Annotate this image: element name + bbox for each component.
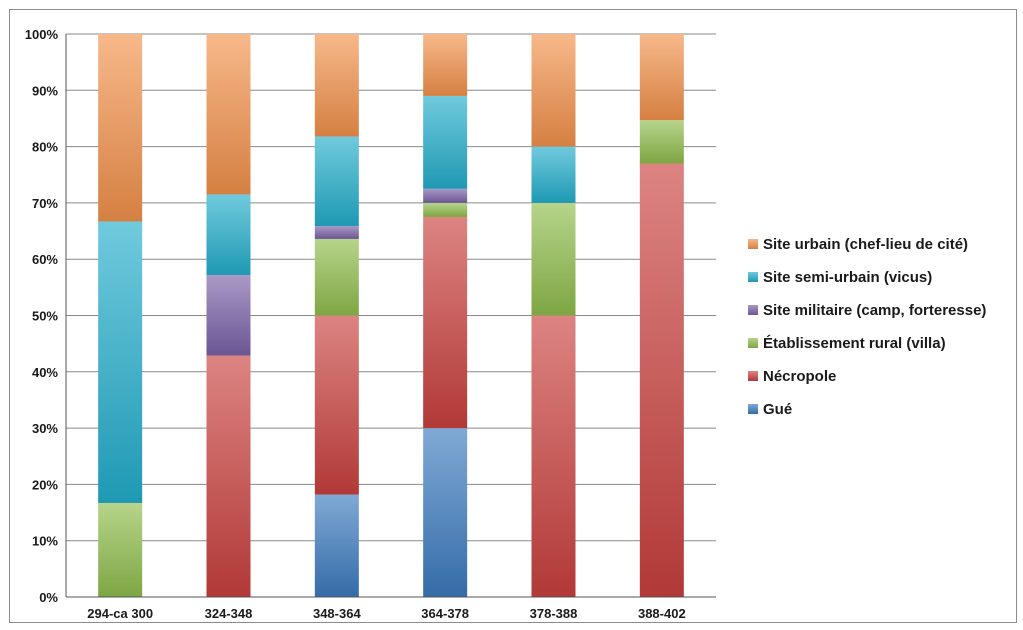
bar-segment-site-militaire-camp-forteresse-348-364 xyxy=(314,225,359,239)
bar-segment-etablissement-rural-villa-388-402 xyxy=(639,120,684,164)
axes xyxy=(65,34,716,598)
legend-swatch-gue xyxy=(748,404,758,414)
x-tick-label: 348-364 xyxy=(313,606,361,621)
bar-segment-etablissement-rural-villa-348-364 xyxy=(314,238,359,316)
y-tick-label: 0% xyxy=(39,590,58,605)
bar-segment-site-militaire-camp-forteresse-324-348 xyxy=(206,274,251,356)
y-tick-label: 80% xyxy=(32,140,58,155)
x-tick-label: 364-378 xyxy=(421,606,469,621)
bar-segment-site-semi-urbain-vicus-348-364 xyxy=(314,136,359,226)
bar-segment-etablissement-rural-villa-294-ca-300 xyxy=(98,502,143,597)
x-tick-label: 324-348 xyxy=(205,606,253,621)
y-tick-label: 30% xyxy=(32,421,58,436)
bar-segment-necropole-378-388 xyxy=(531,315,576,597)
legend-label-gue: Gué xyxy=(763,401,792,418)
legend: Site urbain (chef-lieu de cité) Site semi… xyxy=(748,236,986,418)
gridlines xyxy=(66,33,716,598)
y-tick-label: 100% xyxy=(25,27,59,42)
bar-segment-site-urbain-chef-lieu-de-cite-348-364 xyxy=(314,34,359,137)
legend-swatch-necropole xyxy=(748,371,758,381)
bar-segment-site-urbain-chef-lieu-de-cite-324-348 xyxy=(206,34,251,195)
legend-label-site-militaire-camp-forteresse: Site militaire (camp, forteresse) xyxy=(763,302,986,319)
x-tick-label: 388-402 xyxy=(638,606,686,621)
bar-segment-necropole-388-402 xyxy=(639,163,684,598)
bar-segment-site-semi-urbain-vicus-364-378 xyxy=(423,95,468,189)
bar-segment-gue-364-378 xyxy=(423,428,468,597)
bar-segment-site-semi-urbain-vicus-294-ca-300 xyxy=(98,221,143,503)
legend-label-etablissement-rural-villa: Établissement rural (villa) xyxy=(763,335,946,352)
bar-segment-site-semi-urbain-vicus-324-348 xyxy=(206,194,251,275)
y-tick-label: 50% xyxy=(32,309,58,324)
legend-label-necropole: Nécropole xyxy=(763,368,836,385)
bar-segment-site-urbain-chef-lieu-de-cite-378-388 xyxy=(531,34,576,147)
bar-segment-site-urbain-chef-lieu-de-cite-294-ca-300 xyxy=(98,34,143,222)
bar-segment-necropole-348-364 xyxy=(314,315,359,495)
y-tick-label: 60% xyxy=(32,252,58,267)
bar-segment-site-urbain-chef-lieu-de-cite-388-402 xyxy=(639,34,684,121)
y-tick-label: 40% xyxy=(32,365,58,380)
y-tick-label: 10% xyxy=(32,534,58,549)
y-axis-ticks: 0% 10% 20% 30% 40% 50% 60% 70% 80% 90% 100% xyxy=(25,27,59,605)
legend-swatch-site-urbain-chef-lieu-de-cite xyxy=(748,239,758,249)
bar-segment-gue-348-364 xyxy=(314,494,359,597)
legend-swatch-etablissement-rural-villa xyxy=(748,338,758,348)
legend-swatch-site-militaire-camp-forteresse xyxy=(748,305,758,315)
y-tick-label: 90% xyxy=(32,83,58,98)
bar-segment-site-semi-urbain-vicus-378-388 xyxy=(531,146,576,203)
bar-segment-site-urbain-chef-lieu-de-cite-364-378 xyxy=(423,34,468,96)
x-axis-ticks: 294-ca 300 324-348 348-364 364-378 378-388 38… xyxy=(87,606,685,621)
bar-segment-necropole-324-348 xyxy=(206,355,251,597)
bar-segment-necropole-364-378 xyxy=(423,216,468,429)
bar-segment-etablissement-rural-villa-378-388 xyxy=(531,202,576,316)
bar-segment-etablissement-rural-villa-364-378 xyxy=(423,202,468,217)
legend-label-site-urbain-chef-lieu-de-cite: Site urbain (chef-lieu de cité) xyxy=(763,236,968,253)
bar-segment-site-militaire-camp-forteresse-364-378 xyxy=(423,188,468,203)
legend-swatch-site-semi-urbain-vicus xyxy=(748,272,758,282)
y-tick-label: 70% xyxy=(32,196,58,211)
x-tick-label: 378-388 xyxy=(530,606,578,621)
y-tick-label: 20% xyxy=(32,477,58,492)
legend-label-site-semi-urbain-vicus: Site semi-urbain (vicus) xyxy=(763,269,932,286)
x-tick-label: 294-ca 300 xyxy=(87,606,153,621)
bars xyxy=(98,34,684,598)
